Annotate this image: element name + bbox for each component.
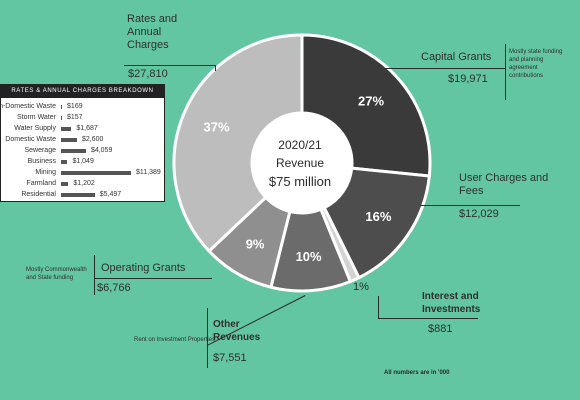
donut-center-label: Revenue	[275, 156, 325, 170]
donut-center-hole	[252, 113, 352, 213]
label-rates-and-annual-charges: Rates and Annual Charges	[127, 13, 187, 52]
donut-percent-label: 37%	[204, 119, 230, 134]
breakdown-row: Domestic Waste $2,600	[1, 134, 164, 145]
breakdown-category-label: Farmland	[26, 180, 56, 187]
breakdown-value-label: $169	[67, 103, 83, 110]
breakdown-row: Storm Water $157	[1, 112, 164, 123]
leader-interest-v	[378, 296, 379, 318]
breakdown-value-label: $11,389	[136, 169, 161, 176]
rates-breakdown-rows: Non-Domestic Waste $169 Storm Water $157 Wat…	[0, 98, 164, 200]
breakdown-category-label: Storm Water	[16, 114, 56, 121]
breakdown-row: Business $1,049	[1, 156, 164, 167]
breakdown-category-label: Business	[27, 158, 56, 165]
donut-percent-label: 10%	[296, 249, 322, 264]
breakdown-row: Non-Domestic Waste $169	[0, 101, 164, 112]
breakdown-value-label: $4,059	[90, 147, 113, 154]
breakdown-bar	[61, 116, 62, 120]
note-operating-grants: Mostly Commonwealth and State funding	[26, 267, 87, 281]
breakdown-bar	[61, 127, 72, 131]
breakdown-bar	[61, 105, 63, 109]
amount-operating-grants: $6,766	[97, 282, 131, 294]
breakdown-row: Water Supply $1,687	[1, 123, 164, 134]
donut-percent-label: 16%	[365, 209, 391, 224]
breakdown-value-label: $2,600	[81, 136, 104, 143]
amount-user-charges: $12,029	[459, 208, 499, 220]
breakdown-bar	[61, 138, 77, 142]
breakdown-bar	[61, 149, 86, 153]
leader-user-charges	[420, 205, 520, 206]
breakdown-category-label: Non-Domestic Waste	[0, 103, 56, 110]
breakdown-bar	[61, 182, 69, 186]
amount-other-revenues: $7,551	[213, 352, 247, 364]
amount-rates: $27,810	[128, 68, 168, 80]
donut-percent-label: 27%	[358, 94, 384, 109]
breakdown-category-label: Sewerage	[24, 147, 56, 154]
donut-percent-label: 9%	[246, 236, 265, 251]
breakdown-value-label: $1,687	[76, 125, 98, 132]
slice-label-other-revenues: Other Revenues	[213, 319, 261, 343]
breakdown-value-label: $5,497	[99, 191, 122, 198]
breakdown-bar	[61, 193, 95, 197]
breakdown-row: Mining $11,389	[1, 167, 164, 178]
breakdown-row: Sewerage $4,059	[1, 145, 164, 156]
breakdown-row: Farmland $1,202	[1, 178, 164, 189]
breakdown-row: Residential $5,497	[1, 189, 164, 200]
breakdown-category-label: Domestic Waste	[5, 136, 56, 143]
breakdown-value-label: $157	[67, 114, 83, 121]
note-other-revenues: Rent on Investment Properties	[134, 337, 216, 343]
breakdown-bar	[61, 160, 68, 164]
donut-center-total: $75 million	[268, 174, 332, 189]
leader-interest-h	[378, 318, 478, 319]
note-capital-grants: Mostly state funding and planning agreem…	[509, 49, 563, 79]
leader-capital-grants	[385, 68, 505, 69]
slice-label-operating-grants: Operating Grants	[101, 262, 186, 274]
amount-capital-grants: $19,971	[448, 73, 488, 85]
divider-other-revenues	[207, 308, 208, 368]
rates-breakdown-panel: RATES & ANNUAL CHARGES BREAKDOWN Non-Dom…	[0, 84, 165, 202]
amount-interest: $881	[428, 323, 453, 335]
breakdown-category-label: Mining	[35, 169, 56, 176]
rates-breakdown-title: RATES & ANNUAL CHARGES BREAKDOWN	[1, 85, 164, 98]
slice-label-user-charges: User Charges and Fees	[459, 172, 549, 197]
slice-label-rates: Rates and Annual Charges	[127, 13, 178, 51]
breakdown-value-label: $1,049	[72, 158, 94, 165]
leader-rates	[124, 65, 216, 66]
divider-operating-grants	[94, 255, 95, 295]
breakdown-value-label: $1,202	[73, 180, 95, 187]
leader-rates-diag	[215, 65, 216, 71]
slice-label-interest: Interest and Investments	[422, 291, 481, 315]
leader-operating-grants	[94, 278, 212, 279]
donut-center-year: 2020/21	[278, 138, 322, 152]
slice-label-capital-grants: Capital Grants	[421, 51, 492, 63]
breakdown-category-label: Water Supply	[14, 125, 56, 132]
breakdown-category-label: Residential	[21, 191, 56, 198]
units-note: All numbers are in '000	[384, 370, 450, 376]
breakdown-bar	[61, 171, 131, 175]
divider-capital-note	[505, 44, 506, 100]
percent-interest: 1%	[353, 281, 369, 293]
